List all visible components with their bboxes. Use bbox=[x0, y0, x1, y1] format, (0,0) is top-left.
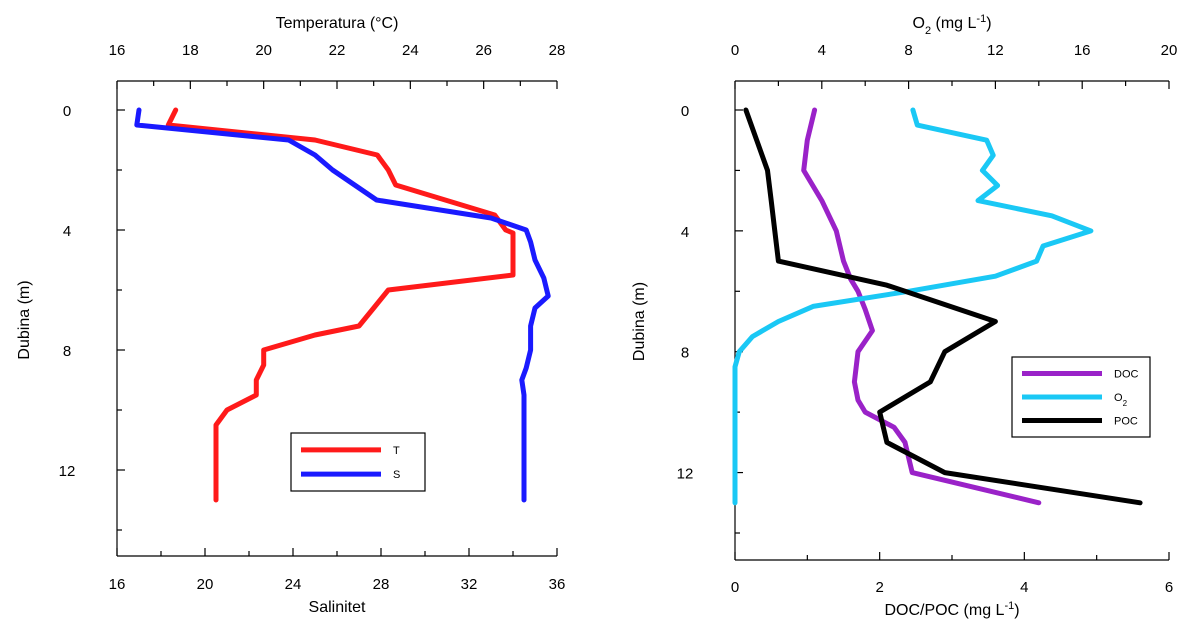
legend-label-main: T bbox=[393, 445, 400, 457]
left-series-t-line bbox=[165, 107, 516, 503]
right-top-tick-label: 16 bbox=[1074, 42, 1091, 59]
right-bottom-tick-label: 2 bbox=[875, 579, 883, 596]
left-top-tick-label: 24 bbox=[402, 42, 419, 59]
left-bottom-tick-label: 36 bbox=[549, 576, 566, 593]
left-legend-label-t: T bbox=[393, 445, 400, 457]
right-top-axis-title-part: (mg L bbox=[931, 15, 976, 32]
right-top-axis-title-part: -1 bbox=[976, 13, 986, 25]
right-y-tick-label: 8 bbox=[681, 345, 689, 362]
left-top-axis-title: Temperatura (°C) bbox=[276, 15, 399, 32]
left-y-tick-label: 12 bbox=[59, 463, 76, 480]
right-legend-label-o2: O2 bbox=[1114, 392, 1128, 408]
right-top-axis-title-part: O bbox=[912, 15, 924, 32]
right-top-tick-label: 20 bbox=[1161, 42, 1178, 59]
right-series-doc-line bbox=[801, 107, 1042, 506]
right-series-poc-line bbox=[743, 107, 1143, 506]
left-bottom-tick-label: 16 bbox=[109, 576, 126, 593]
left-bottom-tick-label: 28 bbox=[373, 576, 390, 593]
left-top-tick-label: 16 bbox=[109, 42, 126, 59]
left-bottom-tick-label: 20 bbox=[197, 576, 214, 593]
left-bottom-axis-title: Salinitet bbox=[309, 599, 366, 616]
right-bottom-tick-label: 4 bbox=[1020, 579, 1028, 596]
right-y-axis-title: Dubina (m) bbox=[631, 282, 648, 361]
right-bottom-axis-title-part: ) bbox=[1014, 602, 1019, 619]
right-series-o2-line bbox=[732, 107, 1094, 506]
left-top-tick-label: 26 bbox=[475, 42, 492, 59]
legend-label-main: POC bbox=[1114, 416, 1138, 428]
left-bottom-tick-label: 24 bbox=[285, 576, 302, 593]
right-y-tick-label: 12 bbox=[677, 466, 694, 483]
right-top-tick-label: 8 bbox=[904, 42, 912, 59]
right-top-tick-label: 0 bbox=[731, 42, 739, 59]
left-legend-box bbox=[290, 432, 426, 492]
right-bottom-tick-label: 6 bbox=[1165, 579, 1173, 596]
right-bottom-axis-title-part: -1 bbox=[1004, 600, 1014, 612]
right-top-axis-title-part: ) bbox=[986, 15, 991, 32]
right-legend-label-poc: POC bbox=[1114, 416, 1138, 428]
left-top-tick-label: 18 bbox=[182, 42, 199, 59]
right-top-tick-label: 4 bbox=[818, 42, 826, 59]
right-bottom-axis-title-part: DOC/POC (mg L bbox=[884, 602, 1004, 619]
legend-label-main: S bbox=[393, 469, 400, 481]
left-top-tick-label: 28 bbox=[549, 42, 566, 59]
left-series-s-line bbox=[134, 107, 551, 503]
left-bottom-tick-label: 32 bbox=[461, 576, 478, 593]
left-y-tick-label: 0 bbox=[63, 103, 71, 120]
legend-label-sub: 2 bbox=[1123, 399, 1128, 408]
left-legend-label-s: S bbox=[393, 469, 400, 481]
right-top-axis-title: O2 (mg L-1) bbox=[912, 13, 991, 37]
left-y-tick-label: 4 bbox=[63, 223, 71, 240]
right-top-axis-title-part: 2 bbox=[925, 25, 931, 37]
right-bottom-axis-title: DOC/POC (mg L-1) bbox=[884, 600, 1019, 619]
right-y-tick-label: 4 bbox=[681, 224, 689, 241]
panel-temperature-salinity: 16 18 20 22 24 26 28 16 20 24 28 32 36 0 4 8 12 Temperatu… bbox=[16, 15, 565, 616]
right-bottom-tick-label: 0 bbox=[731, 579, 739, 596]
left-top-tick-label: 20 bbox=[255, 42, 272, 59]
legend-label-main: O bbox=[1114, 392, 1123, 404]
right-legend-label-doc: DOC bbox=[1114, 368, 1139, 380]
left-y-tick-label: 8 bbox=[63, 343, 71, 360]
right-top-tick-label: 12 bbox=[987, 42, 1004, 59]
right-y-tick-label: 0 bbox=[681, 103, 689, 120]
legend-label-main: DOC bbox=[1114, 368, 1139, 380]
left-top-tick-label: 22 bbox=[329, 42, 346, 59]
left-y-axis-title: Dubina (m) bbox=[16, 280, 33, 359]
